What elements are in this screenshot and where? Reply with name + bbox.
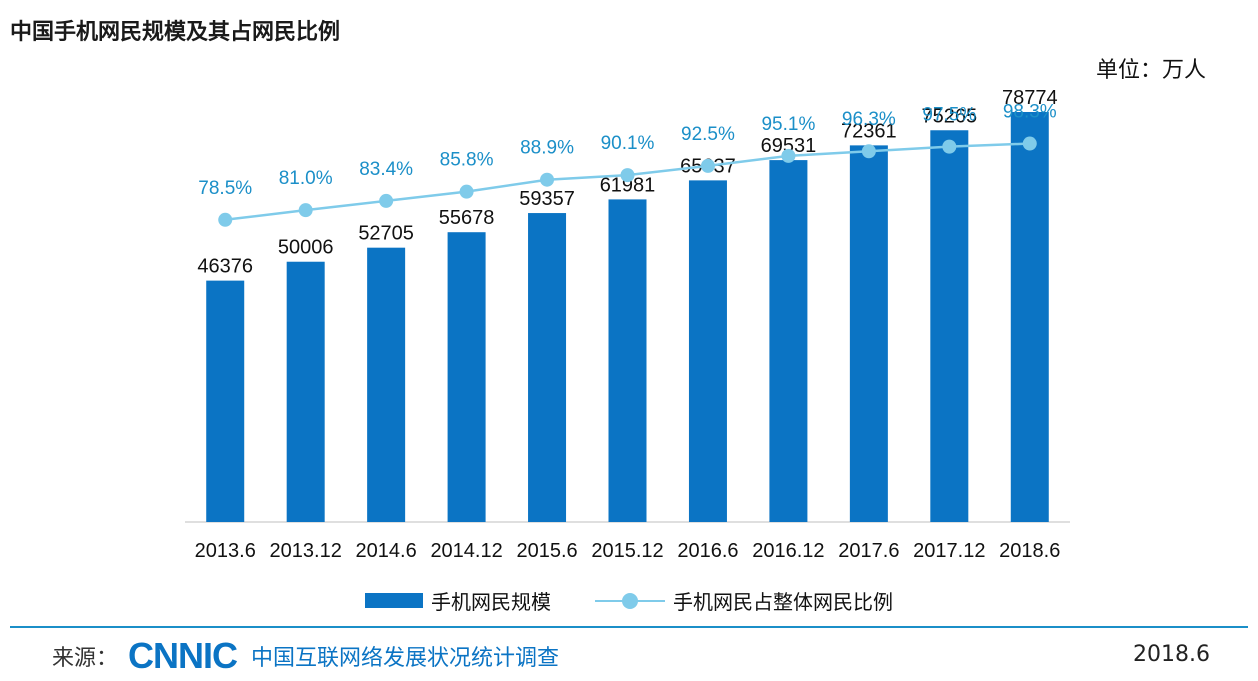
ratio-value-label: 78.5% <box>198 178 252 199</box>
x-tick-label: 2016.12 <box>752 540 824 562</box>
bar-value-label: 75265 <box>922 105 978 127</box>
ratio-point <box>459 184 474 199</box>
ratio-point <box>540 172 555 187</box>
source-label: 来源： <box>52 646 119 671</box>
legend-bar-label: 手机网民规模 <box>431 590 551 614</box>
legend-bar-swatch <box>365 593 423 608</box>
bar <box>688 180 727 522</box>
cnnic-logo: CNNIC <box>128 635 238 676</box>
x-tick-label: 2016.6 <box>677 540 738 562</box>
ratio-point <box>861 144 876 159</box>
bar <box>528 213 567 522</box>
bar-value-label: 78774 <box>1002 87 1058 109</box>
legend-item-line: 手机网民占整体网民比例 <box>595 586 893 615</box>
bar <box>286 261 325 522</box>
bar <box>367 247 406 522</box>
legend-line-label: 手机网民占整体网民比例 <box>673 590 893 614</box>
ratio-point <box>942 139 957 154</box>
bar <box>447 232 486 523</box>
bar <box>849 145 888 522</box>
ratio-value-label: 81.0% <box>279 168 333 189</box>
footer-source: 来源： CNNIC 中国互联网络发展状况统计调查 <box>52 636 559 676</box>
chart: 46376 2013.6 50006 2013.12 52705 2014.6 55678 2… <box>185 87 1070 562</box>
bar-value-label: 50006 <box>278 237 334 259</box>
survey-name: 中国互联网络发展状况统计调查 <box>251 646 560 671</box>
bar-value-label: 55678 <box>439 207 495 229</box>
bar-value-label: 72361 <box>841 120 897 142</box>
ratio-value-label: 90.1% <box>601 133 655 154</box>
bar <box>608 199 647 523</box>
ratio-value-label: 85.8% <box>440 150 494 171</box>
bar-value-label: 46376 <box>197 256 253 278</box>
ratio-point <box>218 212 233 227</box>
unit-label: 单位：万人 <box>1095 58 1206 83</box>
legend-item-bar: 手机网民规模 <box>365 586 551 615</box>
x-tick-label: 2018.6 <box>999 540 1060 562</box>
bar <box>769 160 808 523</box>
ratio-value-label: 88.9% <box>520 138 574 159</box>
x-tick-label: 2014.6 <box>356 540 417 562</box>
x-tick-label: 2014.12 <box>430 540 502 562</box>
footer-divider <box>10 626 1248 628</box>
x-tick-label: 2017.6 <box>838 540 899 562</box>
ratio-point <box>1022 136 1037 151</box>
ratio-value-label: 96.3% <box>842 109 896 130</box>
bar-value-label: 69531 <box>761 135 817 157</box>
ratio-value-label: 98.3% <box>1003 102 1057 123</box>
ratio-value-label: 95.1% <box>761 114 815 135</box>
bar <box>930 130 969 522</box>
legend: 手机网民规模 手机网民占整体网民比例 <box>0 586 1258 615</box>
x-tick-label: 2013.12 <box>270 540 342 562</box>
ratio-point <box>700 158 715 173</box>
bar-value-label: 52705 <box>358 223 414 245</box>
ratio-point <box>298 203 313 218</box>
bar <box>1010 111 1049 522</box>
legend-line-swatch <box>595 592 665 609</box>
x-tick-label: 2013.6 <box>195 540 256 562</box>
chart-title: 中国手机网民规模及其占网民比例 <box>10 19 341 45</box>
ratio-point <box>379 193 394 208</box>
bar-value-label: 61981 <box>600 174 656 196</box>
footer-date: 2018.6 <box>1133 642 1210 667</box>
ratio-value-label: 92.5% <box>681 124 735 145</box>
x-tick-label: 2015.6 <box>516 540 577 562</box>
bar-value-label: 59357 <box>519 188 575 210</box>
ratio-value-label: 97.5% <box>922 105 976 126</box>
ratio-point <box>620 168 635 183</box>
ratio-value-label: 83.4% <box>359 159 413 180</box>
bar <box>206 280 245 522</box>
x-tick-label: 2015.12 <box>591 540 663 562</box>
x-tick-label: 2017.12 <box>913 540 985 562</box>
ratio-point <box>781 148 796 163</box>
